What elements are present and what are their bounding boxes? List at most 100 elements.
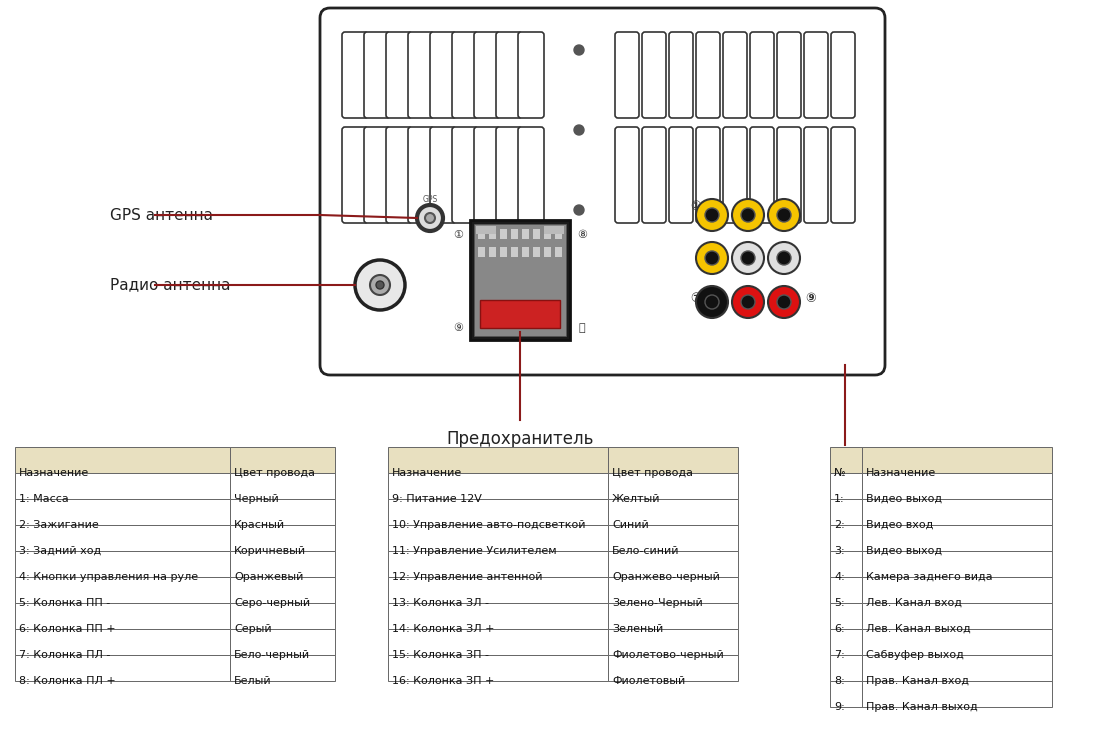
FancyBboxPatch shape bbox=[696, 127, 720, 223]
Bar bbox=[511, 247, 518, 257]
Text: ⑨: ⑨ bbox=[806, 293, 816, 305]
Circle shape bbox=[768, 286, 800, 318]
Text: 6: Колонка ПП +: 6: Колонка ПП + bbox=[19, 624, 115, 634]
Circle shape bbox=[777, 295, 792, 309]
FancyBboxPatch shape bbox=[804, 127, 828, 223]
Bar bbox=[476, 226, 496, 234]
Bar bbox=[387, 577, 608, 603]
Text: 7:: 7: bbox=[834, 650, 845, 660]
Text: ⑧: ⑧ bbox=[577, 230, 587, 240]
Bar bbox=[15, 525, 230, 551]
Circle shape bbox=[696, 286, 728, 318]
Text: Белый: Белый bbox=[234, 676, 271, 686]
FancyBboxPatch shape bbox=[408, 32, 434, 118]
Bar bbox=[500, 229, 507, 239]
FancyBboxPatch shape bbox=[386, 127, 412, 223]
Bar bbox=[862, 577, 1052, 603]
Circle shape bbox=[732, 286, 764, 318]
Bar bbox=[230, 655, 335, 681]
Circle shape bbox=[696, 199, 728, 231]
Text: 5:: 5: bbox=[834, 598, 845, 608]
FancyBboxPatch shape bbox=[751, 127, 774, 223]
Bar bbox=[476, 296, 563, 332]
Bar bbox=[478, 229, 485, 239]
Text: №: № bbox=[834, 468, 846, 478]
FancyBboxPatch shape bbox=[642, 32, 666, 118]
FancyBboxPatch shape bbox=[723, 32, 747, 118]
Text: Бело-черный: Бело-черный bbox=[234, 650, 310, 660]
Text: Серо-черный: Серо-черный bbox=[234, 598, 310, 608]
Bar bbox=[15, 447, 230, 473]
Text: Назначение: Назначение bbox=[866, 468, 937, 478]
Circle shape bbox=[768, 199, 800, 231]
FancyBboxPatch shape bbox=[831, 127, 855, 223]
Text: Лев. Канал вход: Лев. Канал вход bbox=[866, 598, 962, 608]
Bar bbox=[15, 603, 230, 629]
Circle shape bbox=[575, 205, 584, 215]
Text: Оранжевый: Оранжевый bbox=[234, 572, 303, 582]
Circle shape bbox=[705, 208, 720, 222]
Bar bbox=[387, 499, 608, 525]
Bar bbox=[862, 681, 1052, 707]
Text: 5: Колонка ПП -: 5: Колонка ПП - bbox=[19, 598, 111, 608]
Text: 15: Колонка ЗП -: 15: Колонка ЗП - bbox=[392, 650, 489, 660]
Text: 4:: 4: bbox=[834, 572, 845, 582]
Bar bbox=[387, 629, 608, 655]
Bar bbox=[862, 473, 1052, 499]
FancyBboxPatch shape bbox=[342, 127, 368, 223]
FancyBboxPatch shape bbox=[669, 127, 693, 223]
Text: 9:: 9: bbox=[834, 702, 845, 712]
Bar bbox=[862, 499, 1052, 525]
Bar bbox=[608, 499, 738, 525]
Bar bbox=[830, 473, 862, 499]
Bar bbox=[608, 577, 738, 603]
FancyBboxPatch shape bbox=[696, 32, 720, 118]
Circle shape bbox=[741, 251, 755, 265]
Bar bbox=[862, 447, 1052, 473]
Bar bbox=[608, 447, 738, 473]
Text: Назначение: Назначение bbox=[19, 468, 90, 478]
Text: 1: Масса: 1: Масса bbox=[19, 494, 69, 504]
Text: Назначение: Назначение bbox=[392, 468, 463, 478]
FancyBboxPatch shape bbox=[518, 32, 544, 118]
Text: 7: Колонка ПЛ -: 7: Колонка ПЛ - bbox=[19, 650, 111, 660]
Bar bbox=[862, 603, 1052, 629]
Bar bbox=[15, 551, 230, 577]
Circle shape bbox=[768, 242, 800, 274]
Bar bbox=[15, 499, 230, 525]
Text: Цвет провода: Цвет провода bbox=[612, 468, 693, 478]
Text: Черный: Черный bbox=[234, 494, 279, 504]
Bar bbox=[544, 229, 551, 239]
Bar bbox=[608, 629, 738, 655]
Bar bbox=[387, 603, 608, 629]
Circle shape bbox=[732, 242, 764, 274]
Circle shape bbox=[705, 295, 720, 309]
Bar bbox=[230, 473, 335, 499]
Text: Желтый: Желтый bbox=[612, 494, 661, 504]
FancyBboxPatch shape bbox=[615, 32, 639, 118]
Bar bbox=[511, 229, 518, 239]
Text: Фиолетово-черный: Фиолетово-черный bbox=[612, 650, 724, 660]
Bar bbox=[830, 629, 862, 655]
Bar bbox=[230, 499, 335, 525]
Text: Фиолетовый: Фиолетовый bbox=[612, 676, 685, 686]
Circle shape bbox=[777, 251, 792, 265]
Bar bbox=[230, 629, 335, 655]
Circle shape bbox=[777, 208, 792, 222]
Text: Предохранитель: Предохранитель bbox=[446, 430, 593, 448]
Text: 8: Колонка ПЛ +: 8: Колонка ПЛ + bbox=[19, 676, 116, 686]
FancyBboxPatch shape bbox=[496, 32, 523, 118]
Bar bbox=[862, 551, 1052, 577]
Text: GPS: GPS bbox=[423, 196, 437, 205]
Bar bbox=[830, 447, 862, 473]
Text: Радио антенна: Радио антенна bbox=[110, 277, 230, 293]
Text: 9: Питание 12V: 9: Питание 12V bbox=[392, 494, 482, 504]
Text: 16: Колонка ЗП +: 16: Колонка ЗП + bbox=[392, 676, 495, 686]
Bar bbox=[500, 247, 507, 257]
FancyBboxPatch shape bbox=[615, 127, 639, 223]
Bar bbox=[830, 603, 862, 629]
Circle shape bbox=[355, 260, 405, 310]
Text: 11: Управление Усилителем: 11: Управление Усилителем bbox=[392, 546, 557, 556]
FancyBboxPatch shape bbox=[723, 127, 747, 223]
Bar bbox=[523, 229, 529, 239]
